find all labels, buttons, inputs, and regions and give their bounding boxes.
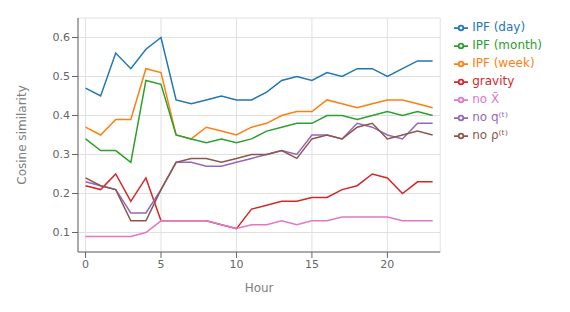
svg-text:0.4: 0.4 bbox=[53, 109, 71, 122]
html-text:no ρ⁽ᵗ⁾: no ρ⁽ᵗ⁾ bbox=[472, 128, 508, 142]
svg-text:0.1: 0.1 bbox=[53, 226, 71, 239]
svg-text:0.3: 0.3 bbox=[53, 148, 71, 161]
svg-text:0.2: 0.2 bbox=[53, 187, 71, 200]
html-text:IPF (month): IPF (month) bbox=[472, 38, 542, 52]
svg-text:Hour: Hour bbox=[245, 281, 274, 295]
svg-text:15: 15 bbox=[305, 258, 319, 271]
svg-text:10: 10 bbox=[229, 258, 243, 271]
svg-text:0: 0 bbox=[82, 258, 89, 271]
svg-text:5: 5 bbox=[158, 258, 165, 271]
html-text:gravity: gravity bbox=[472, 74, 515, 88]
svg-text:Cosine similarity: Cosine similarity bbox=[15, 85, 29, 184]
html-text:IPF (day): IPF (day) bbox=[472, 20, 526, 34]
html-text:no X̄: no X̄ bbox=[472, 92, 500, 106]
svg-text:20: 20 bbox=[380, 258, 394, 271]
svg-text:0.5: 0.5 bbox=[53, 70, 71, 83]
svg-text:0.6: 0.6 bbox=[53, 31, 71, 44]
html-text:no q⁽ᵗ⁾: no q⁽ᵗ⁾ bbox=[472, 110, 508, 124]
html-text:IPF (week): IPF (week) bbox=[472, 56, 535, 70]
